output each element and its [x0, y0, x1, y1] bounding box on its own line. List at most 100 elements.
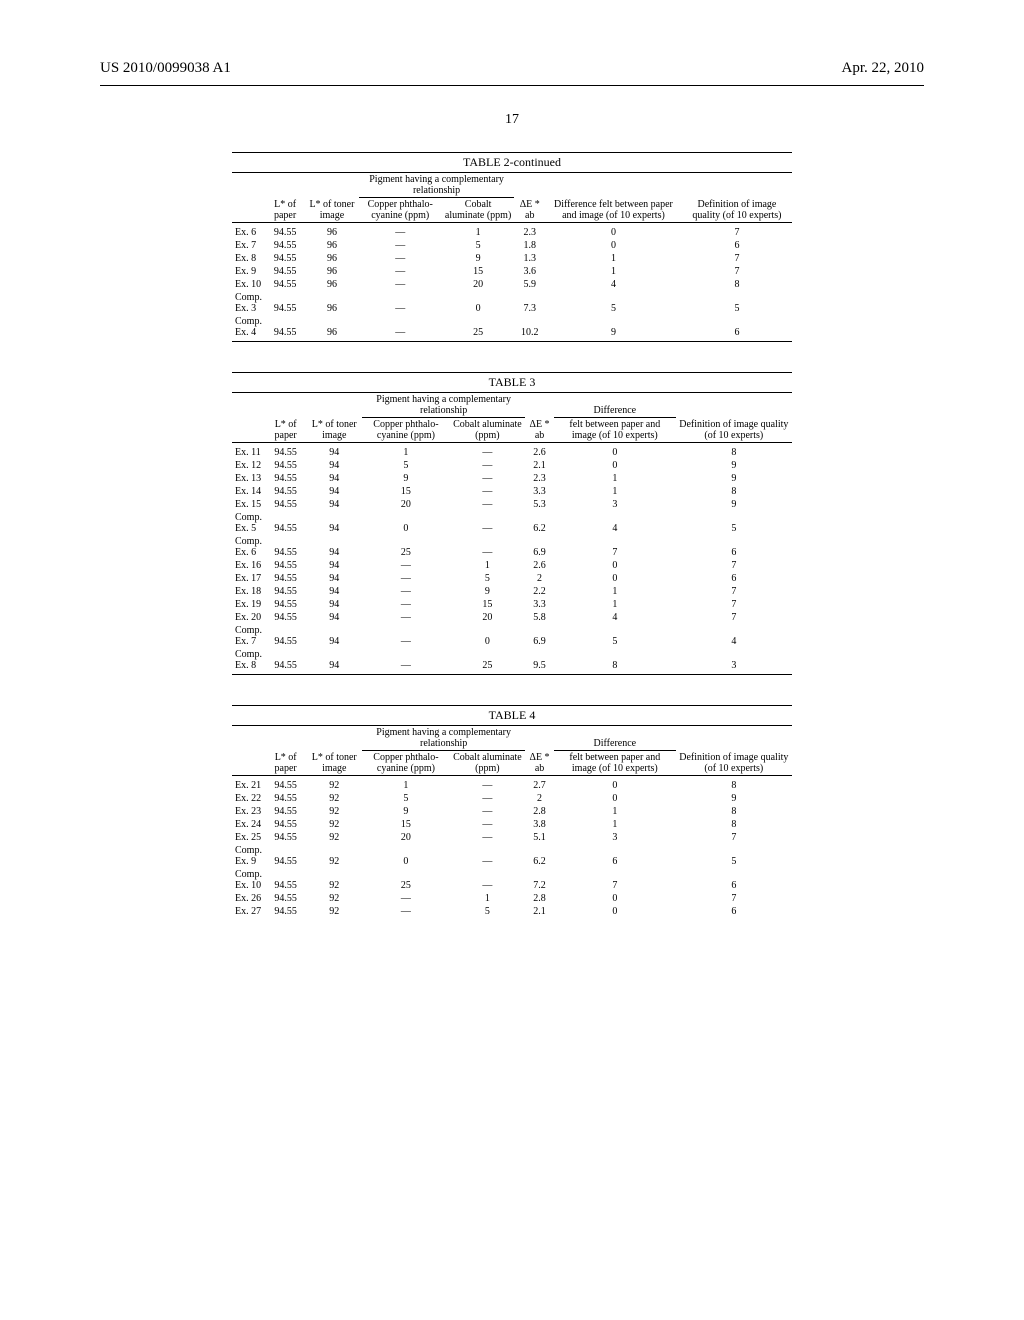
cell: 1 [362, 776, 449, 793]
cell: 2.3 [525, 472, 554, 485]
cell: 5 [362, 792, 449, 805]
table-row: Ex. 1194.55941—2.608 [232, 443, 792, 460]
table-row: Ex. 1594.559420—5.339 [232, 498, 792, 511]
cell: 1 [442, 223, 515, 240]
cell: Ex. 20 [232, 611, 265, 624]
cell: 9 [676, 498, 792, 511]
cell: 1 [554, 598, 676, 611]
cell: Ex. 17 [232, 572, 265, 585]
header-rule [100, 85, 924, 86]
table-row: Ex. 1994.5594—153.317 [232, 598, 792, 611]
cell: 4 [676, 624, 792, 648]
cell: 94.55 [265, 776, 306, 793]
cell: Ex. 19 [232, 598, 265, 611]
col-def: Definition of image quality (of 10 exper… [676, 751, 792, 776]
cell: Comp.Ex. 7 [232, 624, 265, 648]
col-cobalt: Cobalt aluminate (ppm) [450, 418, 525, 443]
cell: 7 [676, 611, 792, 624]
cell: 6 [682, 315, 792, 341]
cell: Comp.Ex. 6 [232, 535, 265, 559]
cell: Ex. 24 [232, 818, 265, 831]
cell: 2.6 [525, 443, 554, 460]
cell: — [450, 844, 525, 868]
cell: 94 [306, 648, 362, 674]
col-copper: Copper phthalo-cyanine (ppm) [362, 418, 449, 443]
cell: Comp.Ex. 5 [232, 511, 265, 535]
cell: Ex. 16 [232, 559, 265, 572]
cell: — [359, 278, 442, 291]
cell: 2.1 [525, 905, 554, 920]
cell: 94.55 [265, 905, 306, 920]
cell: 20 [442, 278, 515, 291]
cell: Ex. 25 [232, 831, 265, 844]
col-group-pigment: Pigment having a complementary relations… [359, 173, 515, 198]
cell: Comp.Ex. 3 [232, 291, 265, 315]
table-row: Comp.Ex. 1094.559225—7.276 [232, 868, 792, 892]
cell: — [450, 472, 525, 485]
col-rowlabel [232, 198, 265, 223]
table-row: Ex. 1694.5594—12.607 [232, 559, 792, 572]
table-row: Ex. 994.5596—153.617 [232, 265, 792, 278]
cell: 94.55 [265, 648, 306, 674]
cell: 92 [306, 805, 362, 818]
cell: 94.55 [265, 291, 305, 315]
cell: 94.55 [265, 805, 306, 818]
cell: — [450, 818, 525, 831]
cell: 9 [362, 472, 449, 485]
table-3: TABLE 3 Pigment having a complementary r… [232, 372, 792, 675]
cell: 1 [545, 265, 682, 278]
table-row: Ex. 2594.559220—5.137 [232, 831, 792, 844]
cell: 5 [545, 291, 682, 315]
cell: 94.55 [265, 443, 306, 460]
cell: 9 [362, 805, 449, 818]
table-row: Ex. 2794.5592—52.106 [232, 905, 792, 920]
cell: — [359, 265, 442, 278]
cell: 1 [450, 559, 525, 572]
cell: 94 [306, 472, 362, 485]
data-table: Pigment having a complementary relations… [232, 392, 792, 674]
table-4: TABLE 4 Pigment having a complementary r… [232, 705, 792, 920]
cell: — [362, 585, 449, 598]
cell: 4 [554, 511, 676, 535]
cell: 94.55 [265, 485, 306, 498]
cell: 10.2 [514, 315, 545, 341]
cell: — [362, 624, 449, 648]
cell: Ex. 10 [232, 278, 265, 291]
cell: 94 [306, 572, 362, 585]
cell: 94.55 [265, 892, 306, 905]
cell: 9 [545, 315, 682, 341]
col-copper: Copper phthalo-cyanine (ppm) [362, 751, 449, 776]
table-row: Ex. 2494.559215—3.818 [232, 818, 792, 831]
cell: 2.2 [525, 585, 554, 598]
cell: 94.55 [265, 265, 305, 278]
cell: 25 [362, 868, 449, 892]
cell: 3.3 [525, 485, 554, 498]
col-diff: Difference felt between paper and image … [545, 198, 682, 223]
cell: 92 [306, 818, 362, 831]
cell: 94.55 [265, 278, 305, 291]
cell: 0 [450, 624, 525, 648]
table-row: Ex. 1494.559415—3.318 [232, 485, 792, 498]
cell: 9 [676, 459, 792, 472]
col-def: Definition of image quality (of 10 exper… [676, 418, 792, 443]
cell: 5 [676, 844, 792, 868]
table-row: Ex. 794.5596—51.806 [232, 239, 792, 252]
col-diff: felt between paper and image (of 10 expe… [554, 751, 676, 776]
cell: 7 [682, 252, 792, 265]
cell: 1 [554, 818, 676, 831]
cell: 15 [362, 485, 449, 498]
cell: 7 [676, 559, 792, 572]
cell: 96 [305, 315, 359, 341]
cell: 92 [306, 844, 362, 868]
cell: 3 [554, 831, 676, 844]
table-row: Ex. 1894.5594—92.217 [232, 585, 792, 598]
cell: — [450, 831, 525, 844]
cell: 5 [554, 624, 676, 648]
header-row: US 2010/0099038 A1 Apr. 22, 2010 [100, 60, 924, 77]
cell: Ex. 6 [232, 223, 265, 240]
page-number: 17 [100, 112, 924, 128]
col-l-toner: L* of toner image [305, 198, 359, 223]
cell: — [362, 598, 449, 611]
cell: 94.55 [265, 831, 306, 844]
cell: 0 [554, 572, 676, 585]
